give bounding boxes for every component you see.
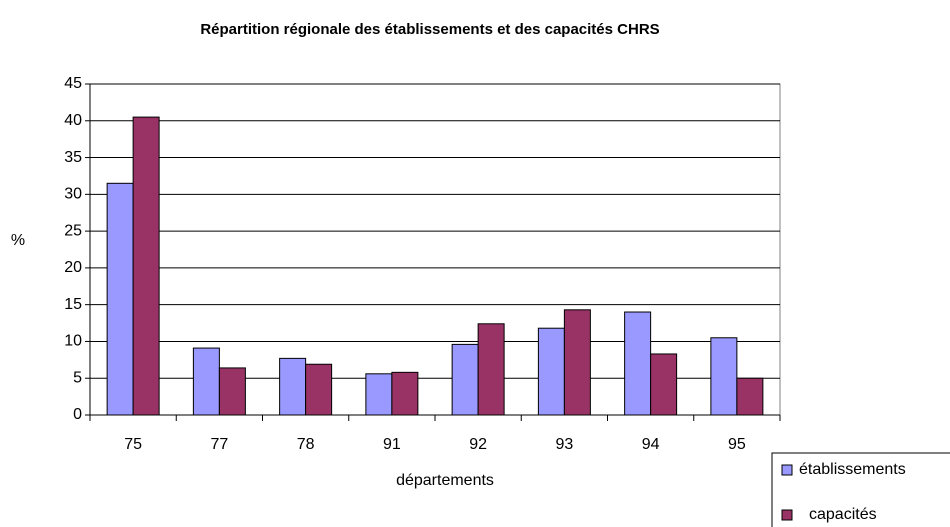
x-tick-label: 78 (297, 436, 315, 453)
chart-title: Répartition régionale des établissements… (200, 21, 659, 38)
bar (106, 182, 134, 416)
bar (624, 311, 652, 416)
x-tick-label: 93 (555, 436, 573, 453)
x-tick-label: 91 (383, 436, 401, 453)
x-tick-label: 75 (124, 436, 142, 453)
bar (736, 377, 764, 416)
y-axis-label: % (11, 232, 25, 249)
bar (710, 337, 738, 416)
bar (279, 357, 307, 416)
legend-label: capacités (809, 506, 877, 523)
legend-box (771, 452, 950, 527)
x-axis-label: départements (396, 472, 494, 489)
x-tick-label: 92 (469, 436, 487, 453)
bar (650, 353, 678, 416)
bar (132, 116, 160, 416)
y-tick-label: 0 (73, 406, 82, 423)
bar (537, 327, 565, 416)
y-tick-label: 10 (64, 333, 82, 350)
y-tick-label: 5 (73, 369, 82, 386)
bar (451, 343, 479, 416)
y-tick-label: 30 (64, 186, 82, 203)
legend-swatch (781, 464, 793, 476)
bar (563, 309, 591, 416)
legend-swatch (781, 509, 793, 521)
bar (365, 373, 393, 416)
bar (305, 363, 333, 416)
y-tick-label: 45 (64, 75, 82, 92)
legend-label: établissements (799, 461, 906, 478)
bar (477, 323, 505, 416)
bar (192, 347, 220, 416)
y-tick-label: 25 (64, 222, 82, 239)
y-tick-label: 20 (64, 259, 82, 276)
bar (391, 371, 419, 416)
y-tick-label: 15 (64, 296, 82, 313)
y-tick-label: 40 (64, 112, 82, 129)
y-tick-label: 35 (64, 149, 82, 166)
x-tick-label: 95 (728, 436, 746, 453)
bar (218, 367, 246, 416)
x-tick-label: 77 (210, 436, 228, 453)
x-tick-label: 94 (642, 436, 660, 453)
